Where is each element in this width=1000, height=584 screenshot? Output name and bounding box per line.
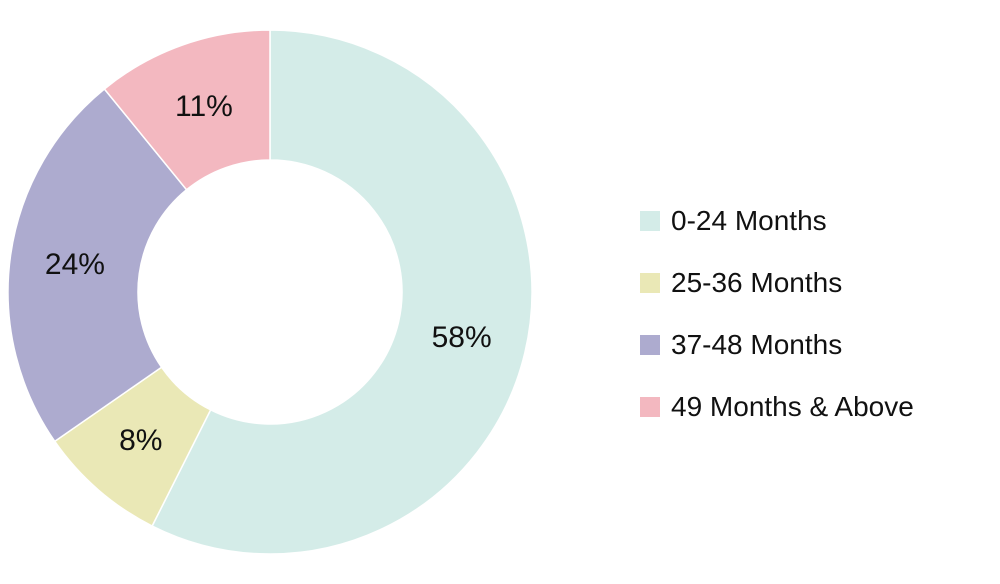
slice-37-48-months [7,87,188,443]
legend-label: 0-24 Months [671,205,827,236]
data-label-37-48-months: 24% [45,248,105,281]
data-label-0-24-months: 58% [432,321,492,354]
legend-item-0-24-months: 0-24 Months [640,190,914,252]
legend: 0-24 Months 25-36 Months 37-48 Months 49… [640,190,914,438]
legend-label: 49 Months & Above [671,391,914,422]
data-label-25-36-months: 8% [119,424,162,457]
slice-0-24-months [151,29,533,555]
legend-item-25-36-months: 25-36 Months [640,252,914,314]
legend-swatch [640,211,660,231]
legend-label: 37-48 Months [671,329,843,360]
data-label-49-months-and-above: 11% [175,90,233,123]
slice-49-months-and-above [103,29,271,191]
slice-labels: 58% 8% 24% 11% [45,90,492,457]
legend-label: 25-36 Months [671,267,843,298]
legend-swatch [640,273,660,293]
legend-item-49-months-and-above: 49 Months & Above [640,376,914,438]
donut-slices [7,29,533,555]
legend-item-37-48-months: 37-48 Months [640,314,914,376]
legend-swatch [640,335,660,355]
legend-swatch [640,397,660,417]
